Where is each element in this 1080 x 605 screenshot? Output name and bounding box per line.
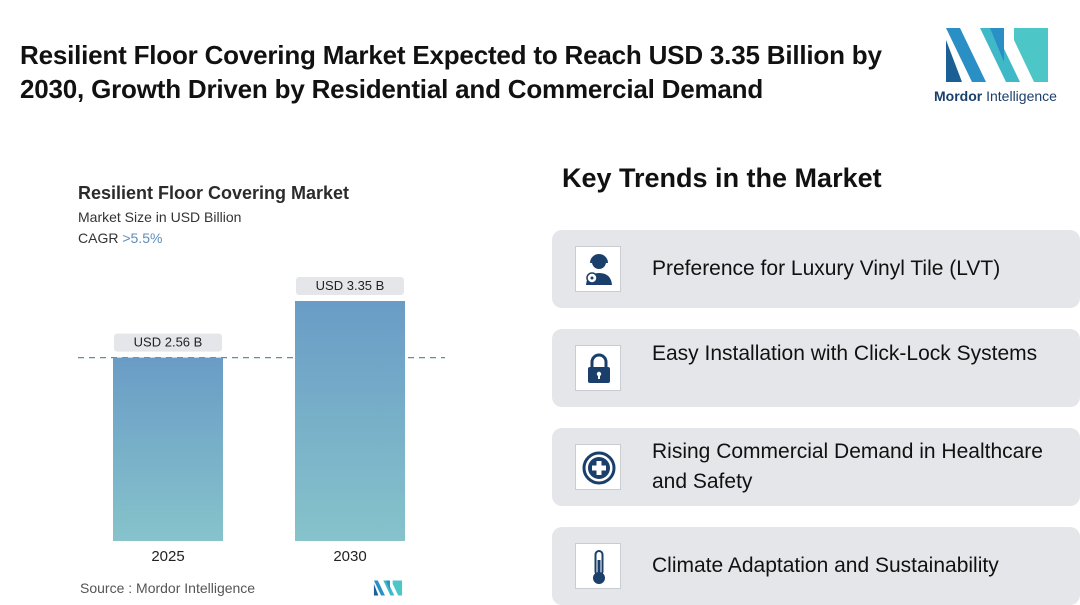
x-tick-label: 2025 [151,548,184,565]
trend-label: Rising Commercial Demand in Healthcare a… [652,440,1043,493]
cagr-label: CAGR [78,230,119,246]
x-tick-label: 2030 [333,548,366,565]
trend-card-climate: Climate Adaptation and Sustainability [552,527,1080,605]
trend-label: Preference for Luxury Vinyl Tile (LVT) [652,257,1001,280]
bar-2030 [295,301,405,541]
chart-cagr: CAGR >5.5% [78,230,162,246]
chart-source: Source : Mordor Intelligence [80,580,256,596]
bar-2025 [113,357,223,541]
data-label-bg [114,333,222,352]
chart-title: Resilient Floor Covering Market [78,183,350,203]
data-label: USD 2.56 B [134,335,203,350]
trends-title: Key Trends in the Market [562,163,882,193]
cagr-value: >5.5% [122,230,163,246]
trend-label: Climate Adaptation and Sustainability [652,554,999,577]
trend-label: Easy Installation with Click-Lock System… [652,342,1038,365]
bar-chart: USD 2.56 B 2025 USD 3.35 B 2030 [78,277,445,565]
logo-mark-icon [946,28,1048,82]
trend-card-healthcare: Rising Commercial Demand in Healthcare a… [552,428,1080,506]
trend-card-click-lock: Easy Installation with Click-Lock System… [552,329,1080,407]
thermometer-icon [575,543,621,589]
lock-icon [575,345,621,391]
data-label-bg [296,277,404,295]
page-title: Resilient Floor Covering Market Expected… [20,40,882,104]
medical-cross-icon [575,444,621,490]
mini-logo-icon [373,580,403,596]
worker-icon [575,246,621,292]
trend-card-lvt: Preference for Luxury Vinyl Tile (LVT) [552,230,1080,308]
mordor-intelligence-logo: Mordor Intelligence [934,26,1064,106]
logo-wordmark: Mordor Intelligence [934,88,1057,104]
chart-subtitle: Market Size in USD Billion [78,209,242,225]
data-label: USD 3.35 B [316,278,385,293]
